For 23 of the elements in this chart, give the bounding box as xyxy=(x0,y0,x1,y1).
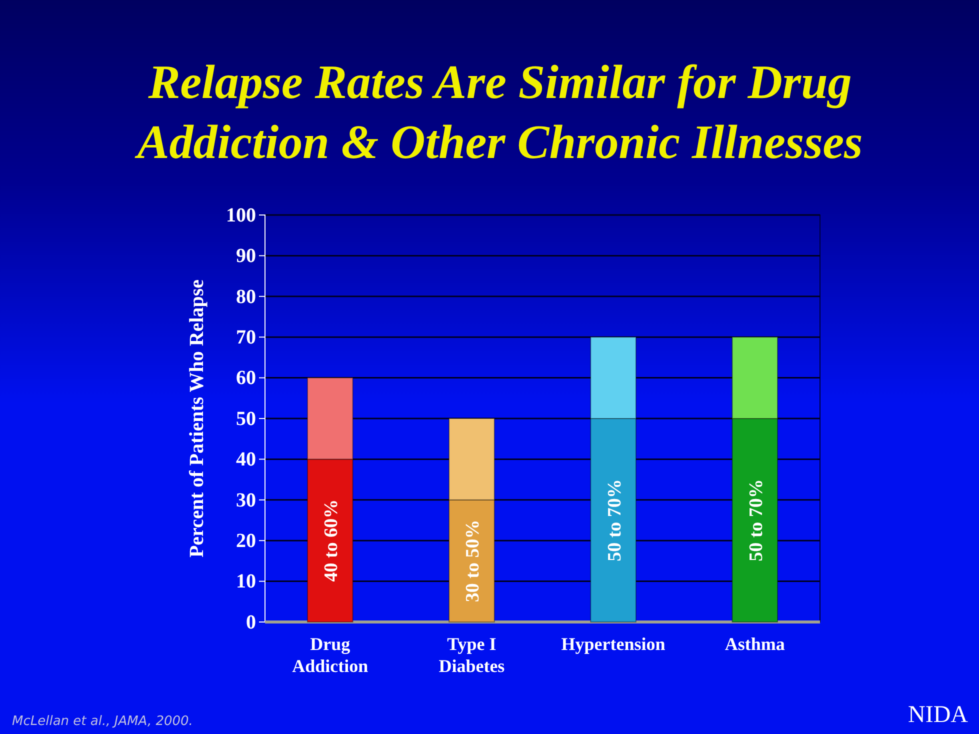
y-tick-label: 0 xyxy=(246,611,256,634)
x-tick-label: Hypertension xyxy=(561,634,666,654)
data-label: 30 to 50% xyxy=(462,520,484,602)
x-tick-label: Asthma xyxy=(724,634,785,654)
y-tick-label: 80 xyxy=(236,286,256,308)
text: NIDA xyxy=(908,702,969,728)
x-tick-label: Type I Diabetes xyxy=(438,634,505,676)
text: McLellan et al., JAMA, 2000. xyxy=(12,714,193,729)
data-label: 40 to 60% xyxy=(321,499,342,582)
data-label: 50 to 70% xyxy=(746,479,767,562)
y-tick-label: 50 xyxy=(236,408,256,430)
x-tick-label: Drug Addiction xyxy=(292,634,368,676)
y-tick-label: 90 xyxy=(236,245,256,268)
y-tick-label: 10 xyxy=(236,570,256,593)
data-label: 50 to 70% xyxy=(604,479,626,562)
chart-title: Relapse Rates Are Similar for Drug Addiction & Other Chronic Illnesses xyxy=(134,56,863,169)
y-tick-label: 30 xyxy=(236,489,256,512)
y-tick-label: 60 xyxy=(236,367,256,390)
y-tick-label: 100 xyxy=(226,204,256,226)
y-tick-label: 70 xyxy=(236,326,256,348)
y-tick-label: 40 xyxy=(236,448,256,471)
y-tick-label: 20 xyxy=(236,530,256,552)
y-axis-title: Percent of Patients Who Relapse xyxy=(186,279,208,558)
